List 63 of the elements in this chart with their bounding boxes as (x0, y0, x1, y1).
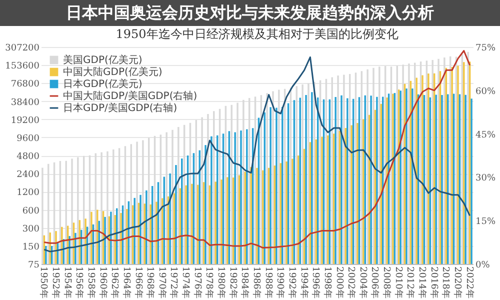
x-tick-label: 1982年 (227, 266, 238, 298)
x-tick-label: 1986年 (251, 266, 262, 298)
x-tick-label: 2020年 (452, 266, 463, 298)
legend-label: 美国GDP(亿美元) (63, 54, 142, 66)
x-tick-label: 2014年 (416, 266, 428, 298)
x-tick-label: 1978年 (204, 266, 215, 298)
y-tick-label: 19200 (10, 116, 40, 126)
x-tick-label: 2018年 (440, 266, 452, 298)
x-tick-label: 1970年 (156, 266, 168, 298)
x-tick-label: 2010年 (392, 266, 404, 298)
x-tick-label: 1984年 (239, 266, 250, 298)
x-tick-label: 2016年 (428, 266, 440, 298)
x-tick-label: 1966年 (132, 266, 144, 298)
x-tick-label: 1968年 (144, 266, 156, 298)
x-tick-label: 1964年 (120, 266, 132, 298)
x-tick-label: 1950年 (38, 266, 50, 298)
y-tick-label: 153600 (5, 62, 40, 72)
x-tick-label: 1988年 (262, 266, 274, 298)
x-tick-label: 1992年 (286, 266, 298, 298)
y2-tick-label: 60% (476, 86, 496, 97)
x-tick-label: 1998年 (322, 266, 333, 298)
x-tick-label: 1994年 (298, 266, 310, 298)
y-tick-label: 9600 (16, 134, 40, 144)
y2-tick-label: 75% (476, 44, 496, 54)
x-tick-label: 1996年 (310, 266, 322, 298)
legend-label: 日本GDP(亿美元) (63, 78, 142, 90)
y-tick-label: 600 (22, 206, 40, 216)
legend-label: 中国大陆GDP(亿美元) (63, 66, 162, 78)
y-tick-label: 38400 (10, 98, 40, 108)
x-tick-label: 1954年 (62, 266, 73, 298)
legend-label: 日本GDP/美国GDP(右轴) (63, 102, 178, 114)
x-tick-label: 1962年 (109, 266, 120, 298)
y-tick-label: 150 (22, 242, 40, 252)
x-tick-label: 1956年 (74, 266, 85, 298)
x-tick-label: 2000年 (334, 266, 345, 298)
x-tick-label: 1960年 (97, 266, 108, 298)
x-tick-label: 2002年 (346, 266, 357, 298)
text: 日本中国奥运会历史对比与未来发展趋势的深入分析 (0, 3, 500, 23)
y2-tick-label: 15% (476, 217, 496, 228)
x-tick-label: 2022年 (464, 266, 475, 298)
legend-label: 中国大陆GDP/美国GDP(右轴) (63, 90, 198, 102)
x-tick-label: 1974年 (180, 266, 192, 298)
y-tick-label: 1200 (16, 188, 40, 198)
y2-tick-label: 30% (476, 174, 496, 184)
x-tick-label: 2008年 (381, 266, 392, 298)
x-tick-label: 2006年 (369, 266, 380, 298)
x-tick-label: 1952年 (50, 266, 62, 298)
x-tick-label: 1980年 (216, 266, 227, 298)
y-tick-label: 75 (28, 260, 40, 270)
chart-title: 1950年迄今中日经济规模及其相对于美国的比例变化 (116, 27, 398, 41)
x-tick-label: 1990年 (274, 266, 286, 298)
x-tick-label: 2004年 (357, 266, 368, 298)
y-tick-label: 300 (22, 224, 40, 234)
y-tick-label: 4800 (16, 152, 40, 162)
x-tick-label: 1976年 (192, 266, 203, 298)
y-tick-label: 307200 (5, 44, 40, 54)
x-tick-label: 1972年 (168, 266, 180, 298)
x-tick-label: 2012年 (404, 266, 416, 298)
y2-tick-label: 45% (476, 130, 496, 140)
x-tick-label: 1958年 (85, 266, 96, 298)
y2-tick-label: 0% (476, 260, 490, 270)
y-tick-label: 2400 (16, 170, 40, 180)
y-tick-label: 76800 (10, 80, 40, 90)
